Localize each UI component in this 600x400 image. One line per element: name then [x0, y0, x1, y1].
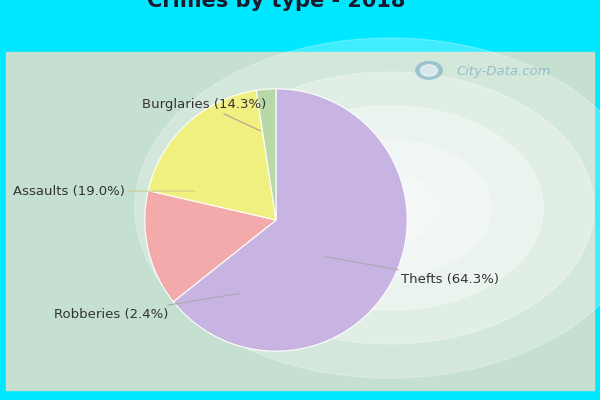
Bar: [594, 0, 600, 400]
Text: Thefts (64.3%): Thefts (64.3%): [326, 257, 499, 286]
Ellipse shape: [339, 174, 441, 242]
Ellipse shape: [288, 140, 492, 276]
Ellipse shape: [237, 106, 543, 310]
Text: Robberies (2.4%): Robberies (2.4%): [54, 294, 239, 321]
Text: Assaults (19.0%): Assaults (19.0%): [13, 185, 194, 198]
Ellipse shape: [186, 72, 594, 344]
Title: Crimes by type - 2018: Crimes by type - 2018: [147, 0, 405, 10]
Bar: [0, 0, 600, 52]
Text: City-Data.com: City-Data.com: [456, 66, 551, 78]
Wedge shape: [173, 89, 407, 351]
Bar: [0, 0, 6, 400]
Bar: [0, 390, 600, 400]
Circle shape: [421, 65, 437, 76]
Text: Burglaries (14.3%): Burglaries (14.3%): [142, 98, 266, 131]
Wedge shape: [256, 89, 276, 220]
Wedge shape: [148, 90, 276, 220]
Ellipse shape: [135, 38, 600, 378]
Bar: [6, 52, 594, 390]
Wedge shape: [145, 190, 276, 302]
Circle shape: [416, 62, 442, 79]
